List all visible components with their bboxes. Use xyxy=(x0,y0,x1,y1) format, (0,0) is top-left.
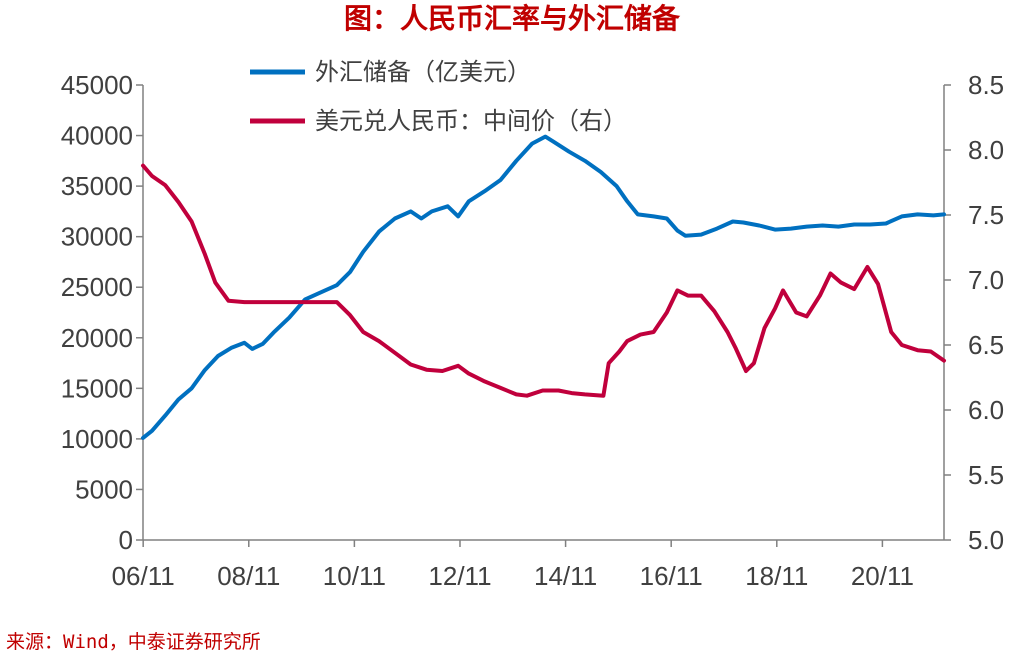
axes xyxy=(142,85,945,541)
right-tick-label: 7.0 xyxy=(968,265,1004,295)
legend-label-reserves: 外汇储备（亿美元） xyxy=(315,58,531,86)
left-tick-label: 10000 xyxy=(61,424,133,454)
right-tick-label: 5.0 xyxy=(968,525,1004,555)
left-tick-label: 20000 xyxy=(61,323,133,353)
right-tick-label: 6.0 xyxy=(968,395,1004,425)
series-line-reserves xyxy=(141,134,946,440)
left-y-ticks: 0 5000 10000 15000 20000 25000 30000 35000 40000… xyxy=(61,70,143,555)
left-tick-label: 35000 xyxy=(61,171,133,201)
left-tick-label: 25000 xyxy=(61,272,133,302)
legend: 外汇储备（亿美元） 美元兑人民币：中间价（右） xyxy=(250,58,627,135)
series-line-usdcny xyxy=(141,163,946,398)
left-tick-label: 30000 xyxy=(61,222,133,252)
x-tick-label: 16/11 xyxy=(640,561,703,591)
right-tick-label: 7.5 xyxy=(968,200,1004,230)
left-tick-label: 15000 xyxy=(61,373,133,403)
x-tick-label: 08/11 xyxy=(217,561,280,591)
legend-label-usdcny: 美元兑人民币：中间价（右） xyxy=(315,107,627,135)
right-tick-label: 5.5 xyxy=(968,460,1004,490)
x-tick-label: 06/11 xyxy=(112,561,175,591)
right-tick-label: 8.0 xyxy=(968,135,1004,165)
x-ticks: 06/11 08/11 10/11 12/11 14/11 16/11 18/11 20/11 xyxy=(112,540,914,591)
right-y-ticks: 5.0 5.5 6.0 6.5 7.0 7.5 8.0 8.5 xyxy=(944,70,1004,555)
left-tick-label: 5000 xyxy=(75,474,133,504)
left-tick-label: 0 xyxy=(119,525,133,555)
x-tick-label: 20/11 xyxy=(851,561,914,591)
right-tick-label: 6.5 xyxy=(968,330,1004,360)
source-note: 来源：Wind，中泰证券研究所 xyxy=(6,631,261,653)
chart-title: 图：人民币汇率与外汇储备 xyxy=(344,2,681,35)
x-tick-label: 10/11 xyxy=(323,561,386,591)
left-tick-label: 45000 xyxy=(61,70,133,100)
right-tick-label: 8.5 xyxy=(968,70,1004,100)
x-tick-label: 12/11 xyxy=(428,561,491,591)
x-tick-label: 18/11 xyxy=(745,561,808,591)
left-tick-label: 40000 xyxy=(61,121,133,151)
x-tick-label: 14/11 xyxy=(534,561,597,591)
series-layer xyxy=(141,134,946,440)
